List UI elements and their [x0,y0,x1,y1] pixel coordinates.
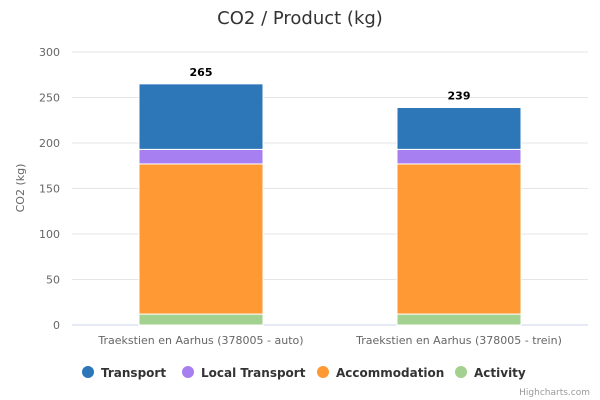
bar-transport[interactable] [138,83,264,150]
legend-marker [82,366,94,378]
legend-item-local-transport[interactable]: Local Transport [182,366,306,380]
legend-marker [317,366,329,378]
y-tick-label: 50 [46,274,60,287]
y-tick-label: 300 [39,46,60,59]
legend-label: Activity [474,366,526,380]
stack-total-label: 265 [190,66,213,79]
legend-item-activity[interactable]: Activity [455,366,526,380]
y-tick-label: 250 [39,92,60,105]
legend-marker [455,366,467,378]
stack-totals: 265 239 [190,66,471,103]
bar-accommodation[interactable] [138,163,264,315]
y-axis-label: CO2 (kg) [14,164,27,213]
legend-label: Accommodation [336,366,444,380]
y-tick-label: 150 [39,183,60,196]
legend-marker [182,366,194,378]
y-axis-ticks: 0 50 100 150 200 250 300 [39,46,60,332]
y-tick-label: 200 [39,137,60,150]
bar-series [138,83,522,326]
bar-local-transport[interactable] [138,148,264,165]
chart-title: CO2 / Product (kg) [217,8,383,29]
y-tick-label: 0 [53,319,60,332]
y-tick-label: 100 [39,228,60,241]
legend-label: Transport [101,366,166,380]
x-category-label: Traekstien en Aarhus (378005 - auto) [97,334,303,347]
bar-activity[interactable] [138,313,264,326]
legend-label: Local Transport [201,366,306,380]
legend-item-transport[interactable]: Transport [82,366,166,380]
bar-accommodation[interactable] [396,163,522,315]
bar-local-transport[interactable] [396,148,522,165]
legend: Transport Local Transport Accommodation Act… [82,366,526,380]
bar-transport[interactable] [396,107,522,150]
bar-activity[interactable] [396,313,522,326]
legend-item-accommodation[interactable]: Accommodation [317,366,444,380]
stack-total-label: 239 [448,90,471,103]
x-category-label: Traekstien en Aarhus (378005 - trein) [355,334,562,347]
credits-link[interactable]: Highcharts.com [519,388,590,398]
x-axis-categories: Traekstien en Aarhus (378005 - auto) Trae… [97,334,561,347]
